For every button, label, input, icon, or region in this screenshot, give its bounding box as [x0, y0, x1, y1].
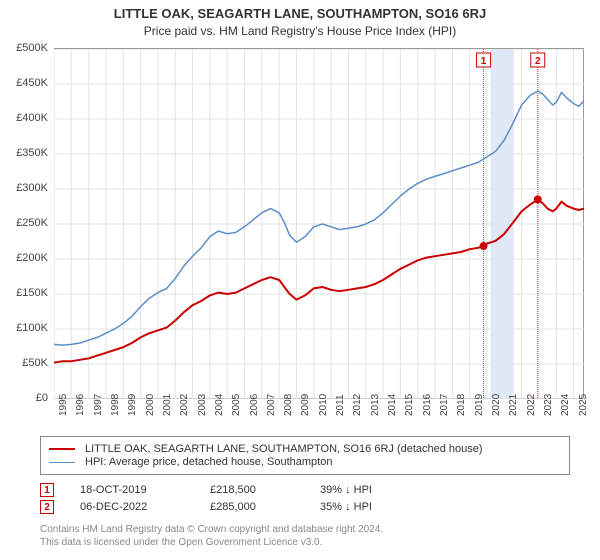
chart-subtitle: Price paid vs. HM Land Registry's House … — [0, 24, 600, 38]
y-tick-label: £100K — [0, 322, 48, 334]
marker-row: 1 18-OCT-2019£218,50039% ↓ HPI — [40, 483, 570, 497]
x-tick-label: 1998 — [110, 394, 121, 416]
x-tick-label: 1997 — [93, 394, 104, 416]
x-tick-label: 2019 — [474, 394, 485, 416]
legend-swatch — [49, 448, 75, 450]
x-tick-label: 1996 — [75, 394, 86, 416]
marker-row: 2 06-DEC-2022£285,00035% ↓ HPI — [40, 500, 570, 514]
y-tick-label: £500K — [0, 42, 48, 54]
x-axis-ticks: 1995199619971998199920002001200220032004… — [54, 398, 584, 428]
x-tick-label: 2007 — [266, 394, 277, 416]
x-tick-label: 2017 — [439, 394, 450, 416]
y-tick-label: £200K — [0, 252, 48, 264]
svg-text:2: 2 — [535, 56, 541, 67]
legend-label: LITTLE OAK, SEAGARTH LANE, SOUTHAMPTON, … — [85, 443, 483, 455]
x-tick-label: 1995 — [58, 394, 69, 416]
footnote-line2: This data is licensed under the Open Gov… — [40, 537, 322, 548]
marker-price: £218,500 — [210, 484, 320, 496]
x-tick-label: 2002 — [179, 394, 190, 416]
x-tick-label: 2018 — [456, 394, 467, 416]
marker-date: 06-DEC-2022 — [80, 501, 210, 513]
y-tick-label: £0 — [0, 392, 48, 404]
x-tick-label: 2012 — [352, 394, 363, 416]
x-tick-label: 2004 — [214, 394, 225, 416]
legend-swatch — [49, 462, 75, 463]
x-tick-label: 2022 — [526, 394, 537, 416]
y-tick-label: £300K — [0, 182, 48, 194]
x-tick-label: 2010 — [318, 394, 329, 416]
x-tick-label: 2006 — [249, 394, 260, 416]
x-tick-label: 2008 — [283, 394, 294, 416]
chart-title: LITTLE OAK, SEAGARTH LANE, SOUTHAMPTON, … — [0, 6, 600, 21]
y-tick-label: £250K — [0, 217, 48, 229]
svg-text:1: 1 — [481, 56, 487, 67]
marker-pct: 35% ↓ HPI — [320, 501, 440, 513]
marker-pct: 39% ↓ HPI — [320, 484, 440, 496]
y-axis-ticks: £0£50K£100K£150K£200K£250K£300K£350K£400… — [0, 48, 50, 398]
x-tick-label: 2025 — [578, 394, 589, 416]
y-tick-label: £450K — [0, 77, 48, 89]
legend-item: HPI: Average price, detached house, Sout… — [49, 456, 561, 468]
footnote: Contains HM Land Registry data © Crown c… — [40, 524, 570, 549]
marker-date: 18-OCT-2019 — [80, 484, 210, 496]
x-tick-label: 2016 — [422, 394, 433, 416]
chart-container: LITTLE OAK, SEAGARTH LANE, SOUTHAMPTON, … — [0, 0, 600, 560]
legend-item: LITTLE OAK, SEAGARTH LANE, SOUTHAMPTON, … — [49, 443, 561, 455]
marker-price: £285,000 — [210, 501, 320, 513]
marker-id-badge: 2 — [40, 500, 54, 514]
plot-svg: 12 — [54, 49, 584, 399]
x-tick-label: 2023 — [543, 394, 554, 416]
x-tick-label: 2001 — [162, 394, 173, 416]
x-tick-label: 2000 — [145, 394, 156, 416]
x-tick-label: 2011 — [335, 394, 346, 416]
footnote-line1: Contains HM Land Registry data © Crown c… — [40, 524, 383, 535]
x-tick-label: 2024 — [560, 394, 571, 416]
x-tick-label: 1999 — [127, 394, 138, 416]
legend: LITTLE OAK, SEAGARTH LANE, SOUTHAMPTON, … — [40, 436, 570, 475]
x-tick-label: 2003 — [197, 394, 208, 416]
x-tick-label: 2020 — [491, 394, 502, 416]
x-tick-label: 2009 — [300, 394, 311, 416]
y-tick-label: £400K — [0, 112, 48, 124]
y-tick-label: £50K — [0, 357, 48, 369]
x-tick-label: 2015 — [404, 394, 415, 416]
x-tick-label: 2014 — [387, 394, 398, 416]
y-tick-label: £150K — [0, 287, 48, 299]
plot-area: 12 — [54, 48, 584, 398]
y-tick-label: £350K — [0, 147, 48, 159]
x-tick-label: 2021 — [508, 394, 519, 416]
markers-table: 1 18-OCT-2019£218,50039% ↓ HPI 2 06-DEC-202… — [40, 480, 570, 517]
x-tick-label: 2013 — [370, 394, 381, 416]
x-tick-label: 2005 — [231, 394, 242, 416]
marker-id-badge: 1 — [40, 483, 54, 497]
legend-label: HPI: Average price, detached house, Sout… — [85, 456, 332, 468]
